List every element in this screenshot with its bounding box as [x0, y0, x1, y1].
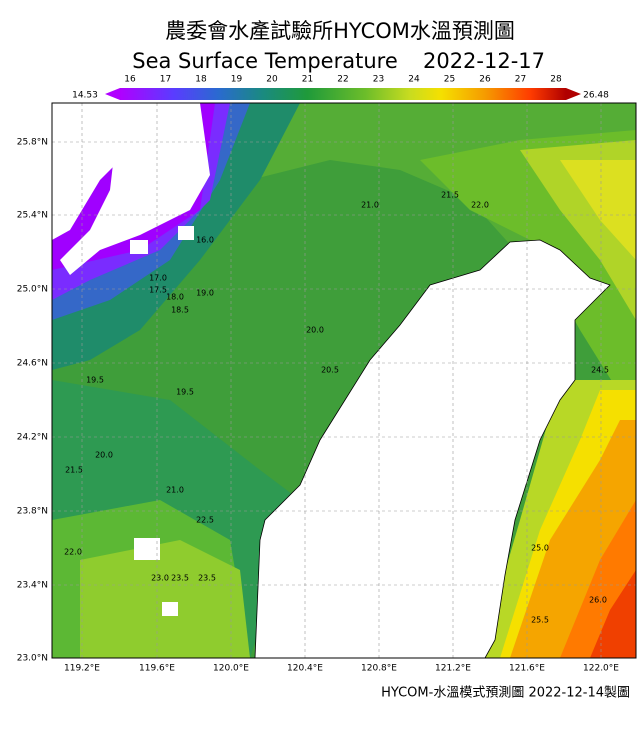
contour-label: 18.0: [166, 293, 184, 302]
contour-label: 26.0: [589, 596, 607, 605]
contour-label: 25.5: [531, 616, 549, 625]
colorbar-tick: 21: [302, 75, 313, 85]
subtitle-name: Sea Surface Temperature: [132, 49, 398, 73]
colorbar-tick: 22: [337, 75, 348, 85]
contour-label: 19.0: [196, 289, 214, 298]
colorbar-tick: 26: [479, 75, 491, 85]
lat-label: 25.0°N: [17, 285, 48, 295]
colorbar-min-arrow: [105, 88, 120, 100]
colorbar: 14.53 26.48: [72, 88, 609, 101]
contour-label: 19.5: [176, 388, 194, 397]
contour-label: 23.5: [171, 574, 189, 583]
footer: HYCOM-水溫模式預測圖 2022-12-14製圖: [381, 686, 630, 701]
colorbar-max: 26.48: [583, 91, 609, 101]
lon-label: 122.0°E: [583, 664, 619, 674]
map: 16.0 17.0 17.518.0 18.5 19.0 19.5 19.5 20.0 20.0…: [52, 103, 636, 658]
lon-label: 120.8°E: [361, 664, 397, 674]
contour-label: 18.5: [171, 306, 189, 315]
contour-label: 16.0: [196, 236, 214, 245]
lon-label: 120.4°E: [287, 664, 323, 674]
colorbar-tick: 24: [408, 75, 420, 85]
colorbar-bar: [120, 88, 566, 100]
lon-label: 120.0°E: [213, 664, 249, 674]
lat-label: 23.8°N: [17, 507, 48, 517]
lon-label: 119.6°E: [139, 664, 175, 674]
colorbar-tick: 17: [160, 75, 171, 85]
colorbar-tick: 27: [515, 75, 526, 85]
contour-label: 22.5: [196, 516, 214, 525]
lon-label: 119.2°E: [64, 664, 100, 674]
lat-label: 25.4°N: [17, 211, 48, 221]
map-frame: [51, 102, 637, 659]
contour-label: 23.5: [198, 574, 216, 583]
colorbar-tick: 23: [373, 75, 384, 85]
contour-label: 17.0: [149, 274, 167, 283]
contour-label: 20.0: [95, 451, 113, 460]
contour-label: 21.0: [166, 486, 184, 495]
lat-label: 25.8°N: [17, 138, 48, 148]
contour-label: 24.5: [591, 366, 609, 375]
colorbar-tick: 28: [550, 75, 562, 85]
contour-label: 17.5: [149, 286, 167, 295]
contour-label: 25.0: [531, 544, 549, 553]
contour-label: 20.5: [321, 366, 339, 375]
colorbar-tick: 20: [266, 75, 278, 85]
contour-label: 22.0: [64, 548, 82, 557]
subtitle-date: 2022-12-17: [423, 49, 545, 73]
contour-label: 21.5: [441, 191, 459, 200]
colorbar-max-arrow: [566, 88, 581, 100]
contour-label: 21.5: [65, 466, 83, 475]
contour-label: 20.0: [306, 326, 324, 335]
colorbar-tick: 19: [231, 75, 243, 85]
lon-label: 121.2°E: [435, 664, 471, 674]
colorbar-tick: 16: [124, 75, 136, 85]
contour-label: 23.0: [151, 574, 169, 583]
contour-label: 21.0: [361, 201, 379, 210]
colorbar-tick: 18: [195, 75, 207, 85]
lat-label: 23.4°N: [17, 581, 48, 591]
lat-label: 24.6°N: [17, 359, 48, 369]
contour-label: 19.5: [86, 376, 104, 385]
lon-label: 121.6°E: [509, 664, 545, 674]
title: 農委會水產試驗所HYCOM水溫預測圖: [165, 19, 515, 43]
lat-label: 23.0°N: [17, 654, 48, 664]
contour-label: 22.0: [471, 201, 489, 210]
colorbar-tick: 25: [444, 75, 455, 85]
lat-label: 24.2°N: [17, 433, 48, 443]
colorbar-min: 14.53: [72, 91, 98, 101]
